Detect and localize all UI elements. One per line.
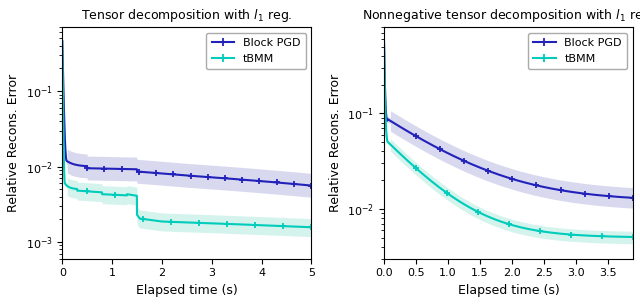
Legend: Block PGD, tBMM: Block PGD, tBMM <box>206 33 306 70</box>
Title: Nonnegative tensor decomposition with $l_1$ reg.: Nonnegative tensor decomposition with $l… <box>362 7 640 24</box>
X-axis label: Elapsed time (s): Elapsed time (s) <box>458 284 559 297</box>
Title: Tensor decomposition with $l_1$ reg.: Tensor decomposition with $l_1$ reg. <box>81 7 292 24</box>
Y-axis label: Relative Recons. Error: Relative Recons. Error <box>7 74 20 212</box>
Legend: Block PGD, tBMM: Block PGD, tBMM <box>528 33 627 70</box>
X-axis label: Elapsed time (s): Elapsed time (s) <box>136 284 237 297</box>
Y-axis label: Relative Recons. Error: Relative Recons. Error <box>329 74 342 212</box>
